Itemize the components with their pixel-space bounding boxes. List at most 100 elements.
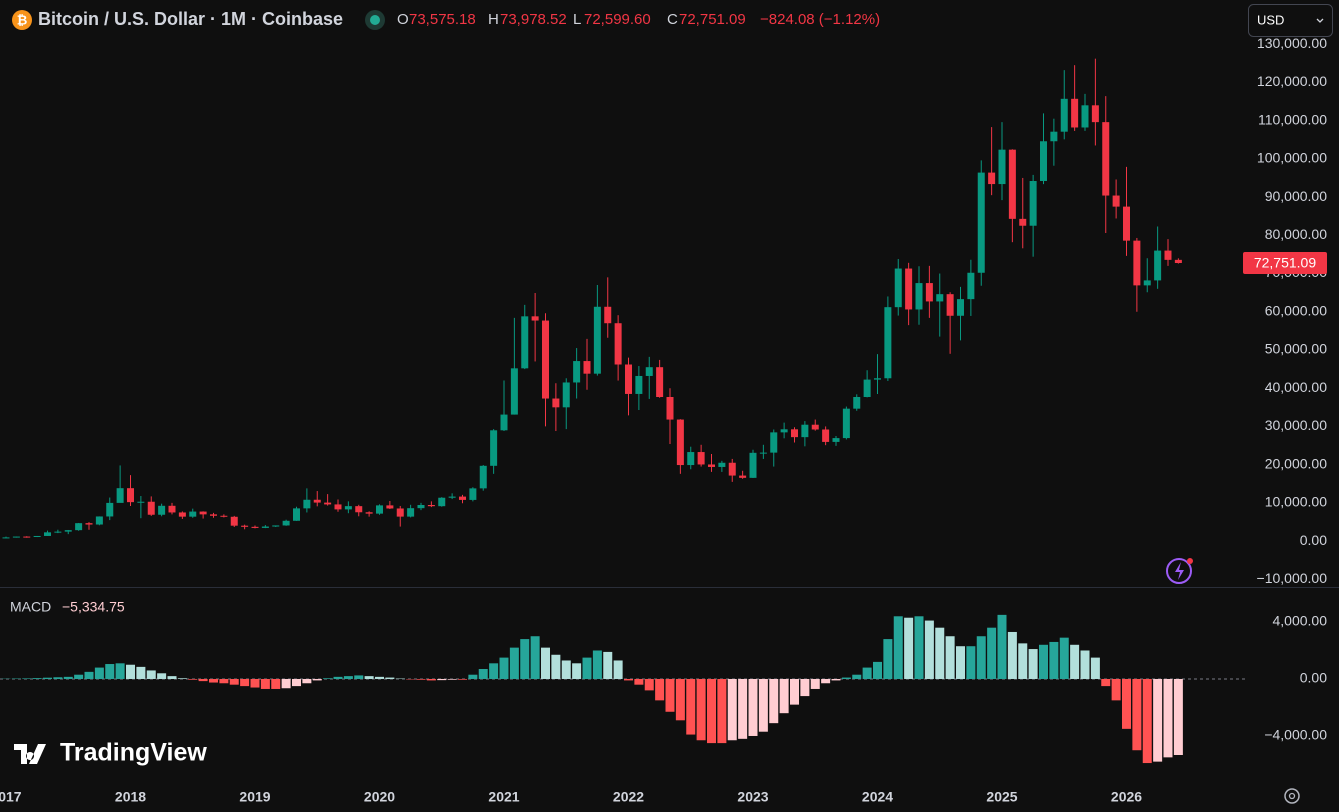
candle-body [542, 320, 549, 399]
macd-bar [302, 678, 312, 684]
macd-bar [260, 678, 270, 689]
x-tick-label: 2020 [364, 789, 395, 805]
macd-bar [727, 678, 737, 741]
candle-body [220, 515, 228, 517]
macd-bar [738, 678, 748, 739]
candle-body [1029, 181, 1037, 226]
button-frame[interactable] [1248, 4, 1333, 37]
candle-body [510, 368, 518, 415]
candle-body [178, 512, 186, 517]
ohlc-key: H [488, 11, 499, 28]
candle-body [23, 536, 31, 538]
currency-button[interactable]: USD [1248, 4, 1333, 37]
logo-text[interactable]: TradingView [60, 739, 207, 767]
candle-body [189, 511, 197, 517]
macd-bar [94, 667, 104, 679]
ohlc-value: 72,599.60 [584, 11, 651, 28]
macd-bar [447, 678, 457, 680]
candle-body [158, 505, 166, 515]
candle-body [365, 512, 373, 514]
macd-bar [105, 664, 115, 679]
candle-body [396, 508, 404, 517]
macd-bar [966, 646, 976, 679]
icon-ring[interactable] [1166, 558, 1192, 584]
macd-bar [717, 678, 727, 744]
icon-bolt[interactable] [1175, 562, 1184, 580]
macd-bar [1080, 650, 1090, 679]
macd-bar [157, 673, 167, 679]
candle-body [925, 283, 933, 302]
candle-body [376, 505, 383, 514]
plot-area [0, 58, 1245, 764]
y-tick-label: 100,000.00 [1257, 150, 1327, 166]
candle-body [95, 516, 103, 525]
candle-body [946, 294, 954, 316]
dropdown-arrow[interactable] [1316, 18, 1324, 23]
candle-body [1019, 218, 1027, 226]
y-tick-label: 80,000.00 [1265, 226, 1327, 242]
macd-bar [167, 676, 177, 679]
candle-body [282, 520, 290, 526]
x-tick-label: 2022 [613, 789, 644, 805]
candle-body [54, 531, 62, 533]
candle-body [386, 505, 394, 509]
assistant-icon[interactable] [1166, 558, 1193, 584]
candle-body [614, 323, 622, 365]
x-tick-label: 2019 [239, 789, 270, 805]
candle-body [583, 361, 591, 374]
candle-body [334, 504, 342, 510]
logo-mark[interactable] [14, 744, 46, 764]
x-tick-label: 2021 [488, 789, 519, 805]
macd-bar [385, 677, 395, 679]
icon-badge[interactable] [1187, 558, 1193, 564]
coin-icon [12, 10, 32, 30]
macd-bar [841, 677, 851, 679]
candle-body [1050, 131, 1058, 142]
macd-bar [364, 676, 374, 679]
macd-bar [478, 669, 488, 679]
y-tick-label: 90,000.00 [1265, 188, 1327, 204]
macd-bar [292, 678, 301, 687]
candle-body [894, 268, 902, 308]
macd-bar [624, 678, 633, 681]
macd-bar [582, 657, 592, 679]
y-tick-label: −4,000.00 [1264, 727, 1327, 743]
candle-body [1040, 141, 1047, 182]
ohlc-value: 72,751.09 [679, 11, 746, 28]
macd-bar [333, 676, 343, 679]
y-tick-label: 50,000.00 [1265, 341, 1327, 357]
candle-body [230, 516, 238, 526]
candle-body [801, 424, 809, 438]
candle-body [863, 379, 871, 398]
candle-body [936, 294, 944, 302]
settings-button[interactable] [1284, 788, 1300, 804]
gear-hub[interactable] [1288, 792, 1296, 800]
y-tick-label: 60,000.00 [1265, 302, 1327, 318]
tradingview-logo[interactable]: TradingView [14, 739, 207, 767]
candle-body [44, 532, 51, 536]
macd-bar [1007, 631, 1017, 679]
macd-bar [893, 616, 903, 679]
macd-bar [219, 678, 229, 684]
macd-bar [63, 676, 73, 679]
candle-body [552, 398, 560, 408]
x-tick-label: 2024 [862, 789, 893, 805]
candle-body [531, 316, 539, 321]
x-tick-label: 2026 [1111, 789, 1142, 805]
currency-label[interactable]: USD [1257, 12, 1284, 27]
macd-bar [530, 636, 540, 679]
candle-body [697, 452, 705, 465]
candle-body [977, 172, 985, 273]
candle-body [137, 501, 145, 503]
gear[interactable] [1284, 788, 1300, 804]
candle-body [210, 514, 217, 516]
macd-bar [1142, 678, 1152, 764]
candle-body [251, 526, 259, 528]
candle-body [1008, 149, 1016, 219]
macd-bar [758, 678, 768, 732]
y-tick-label: 110,000.00 [1258, 111, 1327, 127]
macd-bar [177, 678, 187, 679]
macd-bar [126, 664, 135, 679]
y-tick-label: 4,000.00 [1273, 613, 1328, 629]
